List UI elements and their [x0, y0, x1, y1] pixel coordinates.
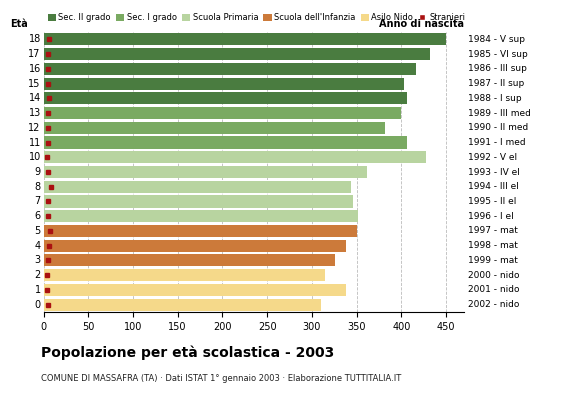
Text: Età: Età [10, 19, 28, 29]
Bar [44, 33, 446, 46]
Bar [44, 122, 385, 134]
Bar [44, 240, 346, 252]
Bar [44, 107, 401, 119]
Bar [44, 92, 407, 104]
Bar [44, 181, 351, 193]
Text: Popolazione per età scolastica - 2003: Popolazione per età scolastica - 2003 [41, 346, 334, 360]
Bar [44, 48, 430, 60]
Bar [44, 269, 325, 281]
Bar [44, 151, 426, 163]
Bar [44, 166, 367, 178]
Legend: Sec. II grado, Sec. I grado, Scuola Primaria, Scuola dell'Infanzia, Asilo Nido, : Sec. II grado, Sec. I grado, Scuola Prim… [48, 13, 465, 22]
Text: Anno di nascita: Anno di nascita [379, 19, 464, 29]
Bar [44, 136, 407, 148]
Bar [44, 254, 335, 266]
Text: COMUNE DI MASSAFRA (TA) · Dati ISTAT 1° gennaio 2003 · Elaborazione TUTTITALIA.I: COMUNE DI MASSAFRA (TA) · Dati ISTAT 1° … [41, 374, 401, 383]
Bar [44, 298, 321, 311]
Bar [44, 63, 416, 75]
Bar [44, 196, 353, 208]
Bar [44, 284, 346, 296]
Bar [44, 78, 404, 90]
Bar [44, 210, 358, 222]
Bar [44, 225, 357, 237]
